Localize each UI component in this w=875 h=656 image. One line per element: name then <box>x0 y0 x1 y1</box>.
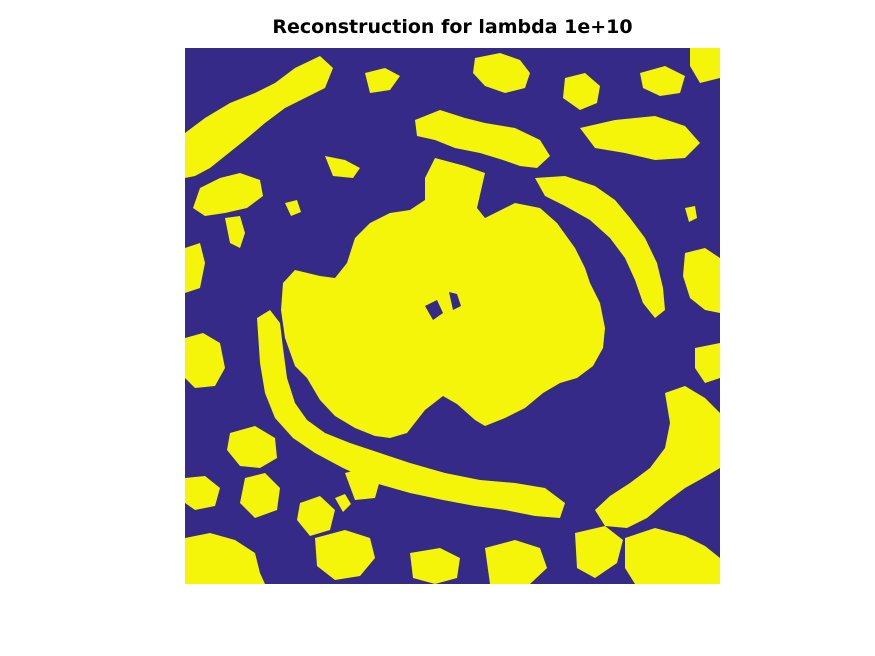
left-arc-band <box>257 310 565 518</box>
background-holes <box>425 292 461 320</box>
foreground-regions <box>185 48 720 584</box>
reconstruction-image <box>185 48 720 584</box>
central-blob <box>281 158 605 438</box>
upper-band-blob <box>415 110 550 168</box>
plot-title: Reconstruction for lambda 1e+10 <box>272 16 633 38</box>
segmentation-map <box>185 48 720 584</box>
top-left-blob <box>185 56 333 178</box>
